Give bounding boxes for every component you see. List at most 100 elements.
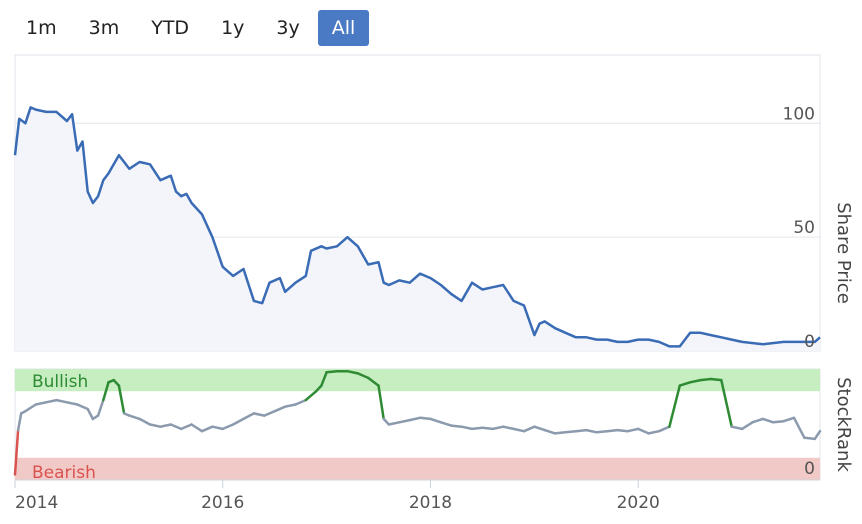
stockrank-segment [263,409,276,417]
stockrank-segment [616,428,630,433]
stockrank-segment [398,418,411,424]
stockrank-segment [304,389,318,402]
stockrank-segment [387,421,401,426]
stockrank-segment [647,429,661,435]
stockrank-segment [543,428,557,435]
stockrank-segment [76,403,89,411]
x-tick-label: 2020 [617,493,660,513]
stockrank-segment [585,428,598,434]
stockrank-segment [408,416,422,422]
stockrank-segment [242,412,256,421]
stockrank-segment [595,429,609,434]
stockrank-segment [688,378,702,384]
stockrank-segment [772,419,785,424]
stockrank-segment [522,425,536,433]
x-tick-label: 2016 [201,493,244,513]
stockrank-segment [761,417,775,424]
stockrank-segment [782,416,796,423]
stockrank-segment [34,401,48,406]
stockrank-segment [346,369,360,375]
stockrank-series [13,369,822,476]
stockrank-segment [320,371,328,387]
range-3m-button[interactable]: 3m [88,17,120,39]
price-tick-label: 50 [793,218,815,238]
stockrank-segment [636,427,650,435]
stockrank-segment [16,412,23,432]
stockrank-segment [325,369,339,374]
stockrank-segment [450,424,463,428]
stockrank-segment [470,426,484,431]
stockrank-segment [112,378,121,387]
stockrank-segment [626,427,640,433]
price-area-fill [15,107,820,352]
stockrank-segment [294,398,308,406]
x-tick-label: 2018 [409,493,452,513]
stockrank-segment [429,417,443,424]
stockrank-segment [65,401,79,406]
stockrank-segment [564,429,578,434]
stockrank-segment [382,417,391,426]
stockrank-segment [678,381,692,387]
stockrank-segment [512,427,526,433]
stockrank-segment [252,412,266,417]
range-ytd-button[interactable]: YTD [151,17,190,39]
stockrank-segment [86,407,95,421]
price-tick-label: 100 [783,104,815,124]
stockrank-segment [159,423,173,428]
range-selector: 1m 3m YTD 1y 3y All [12,10,373,48]
stockrank-segment [720,378,733,428]
stockrank-segment [96,398,105,417]
stockrank-segment [138,417,152,426]
stockrank-segment [491,425,505,431]
stockrank-segment [657,425,671,433]
x-axis: 2014 2016 2018 2020 [14,479,820,513]
stockrank-segment [190,423,204,433]
stockrank-segment [102,381,110,402]
stockrank-segment [55,398,69,404]
stockrank-segment [231,417,245,426]
stockrank-segment [273,405,287,413]
stockrank-axis-title: StockRank [833,377,854,472]
stockrank-segment [501,425,515,431]
stockrank-segment [481,426,495,431]
stockrank-segment [169,423,183,431]
price-tick-label: 0 [804,332,815,352]
range-1m-button[interactable]: 1m [26,17,57,39]
stockrank-segment [377,384,385,421]
share-price-axis-title: Share Price [833,202,854,304]
bearish-label: Bearish [32,463,96,483]
stockrank-segment [792,416,806,440]
stockrank-segment [356,372,370,380]
stockrank-segment [439,421,453,427]
stockrank-segment [418,416,432,421]
bullish-zone [15,369,820,392]
stockrank-segment [179,423,193,431]
stockrank-segment [24,403,38,413]
stockrank-segment [605,428,619,433]
bullish-label: Bullish [32,372,88,392]
stockrank-segment [366,376,380,387]
range-3y-button[interactable]: 3y [276,17,300,39]
x-tick-label: 2014 [15,493,58,513]
rank-tick-label: 0 [804,459,815,479]
stockrank-segment [553,431,567,435]
range-1y-button[interactable]: 1y [221,17,245,39]
stockrank-segment [740,421,754,431]
stockrank-segment [751,417,765,424]
bearish-zone [15,457,820,480]
range-all-button[interactable]: All [317,10,370,46]
stockrank-segment [44,398,58,404]
stockrank-segment [460,425,474,431]
stockrank-segment [117,384,126,415]
stockrank-segment [221,423,235,431]
stockrank-segment [813,429,822,441]
stockrank-segment [13,428,20,476]
stockrank-segment [709,377,723,382]
stockrank-segment [200,425,214,433]
stockrank-segment [533,425,546,432]
stockrank-segment [283,403,297,408]
stockrank-segment [803,436,817,441]
price-series-line [13,106,821,348]
stockrank-segment [211,425,224,431]
